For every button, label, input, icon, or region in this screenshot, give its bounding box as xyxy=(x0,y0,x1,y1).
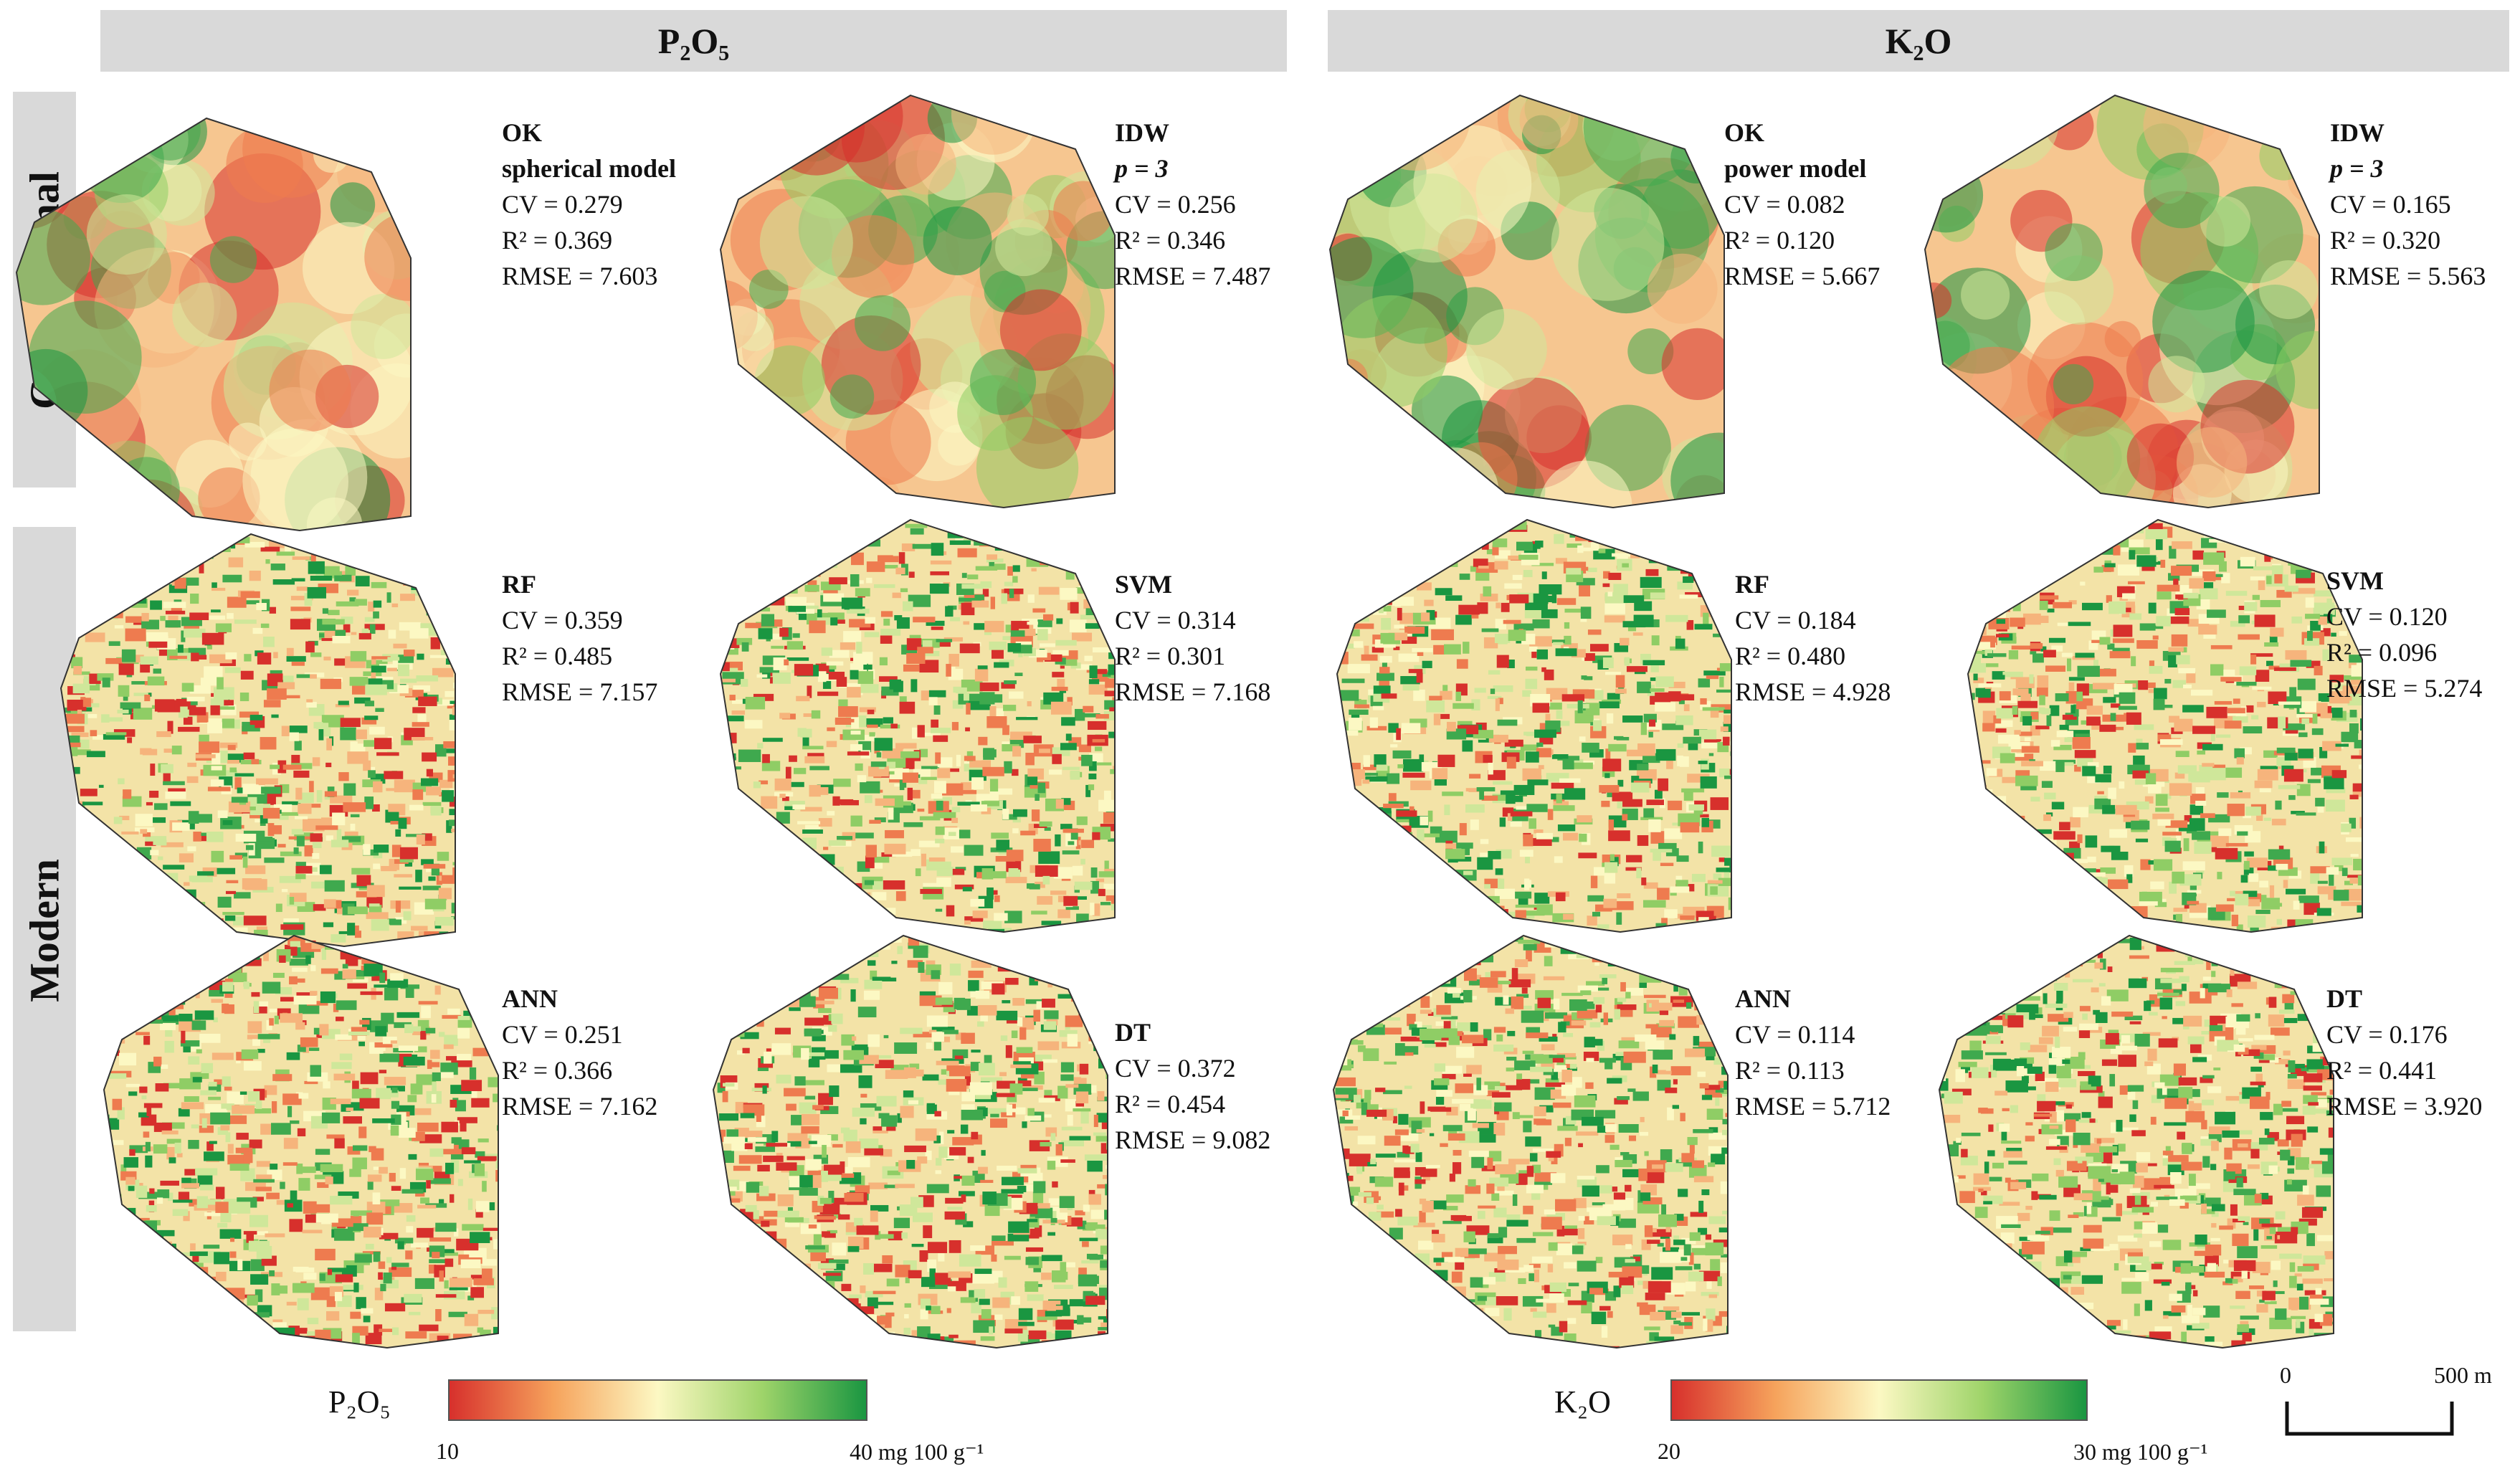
map-k2o-ann xyxy=(1330,932,1731,1351)
stat-method: SVM xyxy=(1115,570,1172,599)
stats-k2o-rf: RF CV = 0.184 R² = 0.480 RMSE = 4.928 xyxy=(1735,566,1891,710)
stats-k2o-ann: ANN CV = 0.114 R² = 0.113 RMSE = 5.712 xyxy=(1735,981,1891,1124)
legend-k2o-colorbar xyxy=(1670,1379,2088,1421)
map-p2o5-idw xyxy=(717,92,1118,511)
stat-method: OK xyxy=(502,118,543,147)
stat-method: IDW xyxy=(2330,118,2385,147)
stat-cv: CV = 0.372 xyxy=(1115,1054,1236,1083)
stat-method: DT xyxy=(2326,984,2363,1013)
legend-k2o-max: 30 mg 100 g⁻¹ xyxy=(2073,1439,2208,1465)
map-k2o-ok xyxy=(1326,92,1728,511)
map-k2o-svm xyxy=(1964,516,2366,936)
stat-r2: R² = 0.113 xyxy=(1735,1056,1845,1085)
legend-k2o-title: K₂O xyxy=(1554,1384,1611,1419)
stat-rmse: RMSE = 5.712 xyxy=(1735,1092,1891,1121)
stats-p2o5-dt: DT CV = 0.372 R² = 0.454 RMSE = 9.082 xyxy=(1115,1014,1270,1158)
stat-r2: R² = 0.441 xyxy=(2326,1056,2438,1085)
scale-zero-label: 0 xyxy=(2280,1362,2291,1388)
stat-sub: spherical model xyxy=(502,154,676,183)
stat-cv: CV = 0.176 xyxy=(2326,1020,2448,1049)
stat-method: DT xyxy=(1115,1018,1151,1047)
stats-k2o-idw: IDW p = 3 CV = 0.165 R² = 0.320 RMSE = 5.563 xyxy=(2330,115,2486,294)
stat-rmse: RMSE = 4.928 xyxy=(1735,677,1891,706)
stat-rmse: RMSE = 3.920 xyxy=(2326,1092,2483,1121)
stats-k2o-ok: OK power model CV = 0.082 R² = 0.120 RMSE = … xyxy=(1724,115,1880,294)
stat-rmse: RMSE = 5.563 xyxy=(2330,262,2486,290)
map-p2o5-svm xyxy=(717,516,1118,936)
stat-r2: R² = 0.366 xyxy=(502,1056,613,1085)
stat-r2: R² = 0.480 xyxy=(1735,642,1846,670)
legend-p2o5-title: P₂O₅ xyxy=(328,1384,391,1419)
stats-p2o5-ann: ANN CV = 0.251 R² = 0.366 RMSE = 7.162 xyxy=(502,981,657,1124)
row-band-modern xyxy=(13,527,76,1331)
map-p2o5-ok xyxy=(13,115,414,534)
stats-k2o-dt: DT CV = 0.176 R² = 0.441 RMSE = 3.920 xyxy=(2326,981,2482,1124)
stat-r2: R² = 0.485 xyxy=(502,642,613,670)
legend-p2o5-colorbar xyxy=(448,1379,867,1421)
stat-method: SVM xyxy=(2326,566,2384,595)
stat-method: OK xyxy=(1724,118,1765,147)
stat-cv: CV = 0.184 xyxy=(1735,606,1856,634)
legend-p2o5-max: 40 mg 100 g⁻¹ xyxy=(850,1439,984,1465)
scale-bar xyxy=(2285,1402,2454,1436)
header-k2o: K₂O xyxy=(1328,10,2509,72)
stat-rmse: RMSE = 5.274 xyxy=(2326,674,2483,703)
stat-r2: R² = 0.320 xyxy=(2330,226,2441,255)
stat-rmse: RMSE = 7.168 xyxy=(1115,677,1271,706)
stat-sub: p = 3 xyxy=(2330,154,2384,183)
stat-rmse: RMSE = 7.487 xyxy=(1115,262,1271,290)
stat-rmse: RMSE = 9.082 xyxy=(1115,1126,1271,1154)
map-p2o5-rf xyxy=(57,531,459,950)
stats-p2o5-rf: RF CV = 0.359 R² = 0.485 RMSE = 7.157 xyxy=(502,566,657,710)
header-p2o5: P₂O₅ xyxy=(100,10,1287,72)
stat-r2: R² = 0.454 xyxy=(1115,1090,1226,1118)
stat-r2: R² = 0.120 xyxy=(1724,226,1835,255)
stats-p2o5-idw: IDW p = 3 CV = 0.256 R² = 0.346 RMSE = 7.487 xyxy=(1115,115,1270,294)
stat-r2: R² = 0.301 xyxy=(1115,642,1226,670)
stat-rmse: RMSE = 7.157 xyxy=(502,677,658,706)
stat-sub: p = 3 xyxy=(1115,154,1169,183)
stat-cv: CV = 0.279 xyxy=(502,190,623,219)
map-k2o-rf xyxy=(1333,516,1735,936)
stat-cv: CV = 0.314 xyxy=(1115,606,1236,634)
map-p2o5-dt xyxy=(710,932,1111,1351)
stat-method: IDW xyxy=(1115,118,1170,147)
stat-cv: CV = 0.082 xyxy=(1724,190,1845,219)
stat-rmse: RMSE = 7.162 xyxy=(502,1092,658,1121)
map-k2o-idw xyxy=(1921,92,2323,511)
stat-method: RF xyxy=(1735,570,1769,599)
stats-p2o5-svm: SVM CV = 0.314 R² = 0.301 RMSE = 7.168 xyxy=(1115,566,1270,710)
stats-p2o5-ok: OK spherical model CV = 0.279 R² = 0.369 RMS… xyxy=(502,115,676,294)
stat-sub: power model xyxy=(1724,154,1867,183)
stats-k2o-svm: SVM CV = 0.120 R² = 0.096 RMSE = 5.274 xyxy=(2326,563,2482,706)
stat-cv: CV = 0.251 xyxy=(502,1020,623,1049)
stat-cv: CV = 0.120 xyxy=(2326,602,2448,631)
stat-rmse: RMSE = 7.603 xyxy=(502,262,658,290)
stat-cv: CV = 0.359 xyxy=(502,606,623,634)
stat-r2: R² = 0.369 xyxy=(502,226,613,255)
stat-method: ANN xyxy=(502,984,558,1013)
stat-method: ANN xyxy=(1735,984,1791,1013)
stat-cv: CV = 0.165 xyxy=(2330,190,2451,219)
map-k2o-dt xyxy=(1936,932,2337,1351)
stat-r2: R² = 0.346 xyxy=(1115,226,1226,255)
stat-cv: CV = 0.114 xyxy=(1735,1020,1855,1049)
legend-p2o5-min: 10 xyxy=(436,1438,459,1464)
legend-k2o-min: 20 xyxy=(1658,1438,1680,1464)
stat-rmse: RMSE = 5.667 xyxy=(1724,262,1881,290)
stat-cv: CV = 0.256 xyxy=(1115,190,1236,219)
stat-r2: R² = 0.096 xyxy=(2326,638,2438,667)
map-p2o5-ann xyxy=(100,932,502,1351)
stat-method: RF xyxy=(502,570,536,599)
scale-end-label: 500 m xyxy=(2434,1362,2492,1388)
